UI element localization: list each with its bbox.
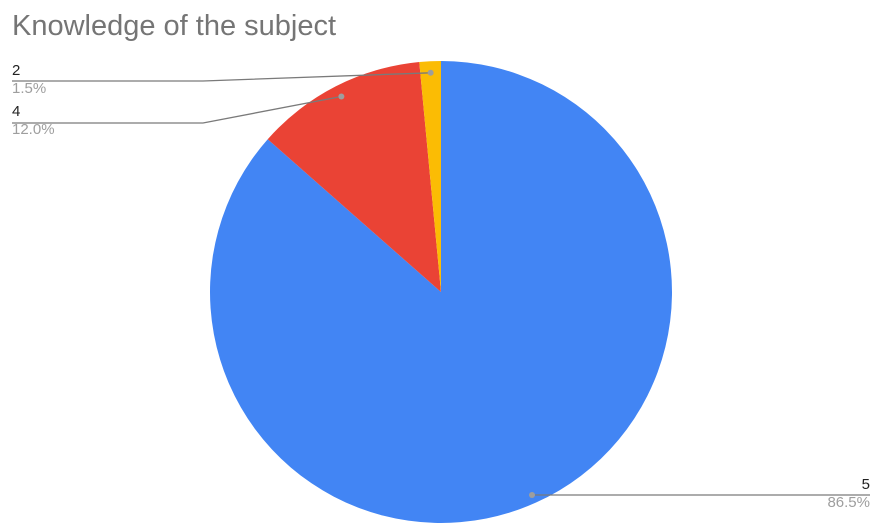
slice-percent-4: 12.0% [12, 121, 55, 138]
slice-percent-2: 1.5% [12, 80, 46, 97]
slice-label-5: 5 [862, 476, 870, 493]
pie-slices [209, 61, 672, 524]
leader-line-2 [12, 72, 431, 82]
slice-label-2: 2 [12, 62, 20, 79]
pie-slice-5 [209, 61, 672, 524]
slice-labels: 586.5% 412.0% 21.5% [12, 62, 870, 511]
slice-label-4: 4 [12, 103, 20, 120]
pie-slice-2 [419, 61, 441, 292]
leader-line-4 [12, 95, 342, 124]
leader-dot-4 [338, 93, 345, 100]
chart-title: Knowledge of the subject [12, 10, 336, 42]
pie-slice-4 [267, 62, 441, 293]
leader-dot-5 [529, 492, 535, 498]
slice-percent-5: 86.5% [827, 494, 870, 511]
leader-dot-2 [427, 69, 434, 76]
